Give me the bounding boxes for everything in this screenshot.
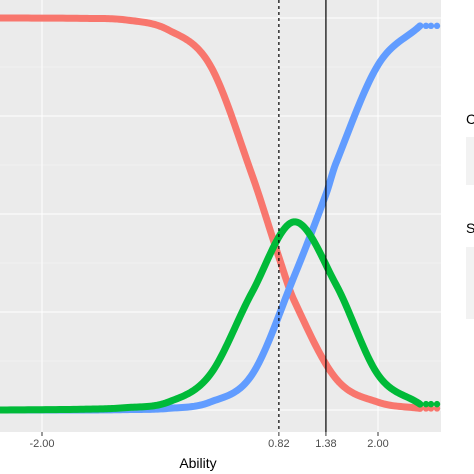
legend-key-2 <box>466 247 474 319</box>
legend: C S <box>466 111 474 319</box>
series-point <box>427 22 435 30</box>
series-line-3 <box>0 218 424 414</box>
legend-heading-1: C <box>466 111 474 127</box>
x-tick-label: 2.00 <box>367 438 388 450</box>
series-point <box>433 400 441 408</box>
x-tick-label: 1.38 <box>315 438 336 450</box>
legend-key-1 <box>466 137 474 185</box>
series-point <box>422 400 430 408</box>
legend-heading-2: S <box>466 220 474 236</box>
x-axis-title: Ability <box>179 455 216 471</box>
series-point <box>433 22 441 30</box>
x-tick-label: 0.82 <box>268 438 289 450</box>
x-axis: -2.00 0.82 1.38 2.00 <box>29 432 389 450</box>
series-point <box>427 400 435 408</box>
series-line-1 <box>0 14 424 412</box>
reference-lines <box>278 0 327 432</box>
series-point <box>422 22 430 30</box>
series-group <box>0 14 441 414</box>
x-tick-label: -2.00 <box>29 438 54 450</box>
